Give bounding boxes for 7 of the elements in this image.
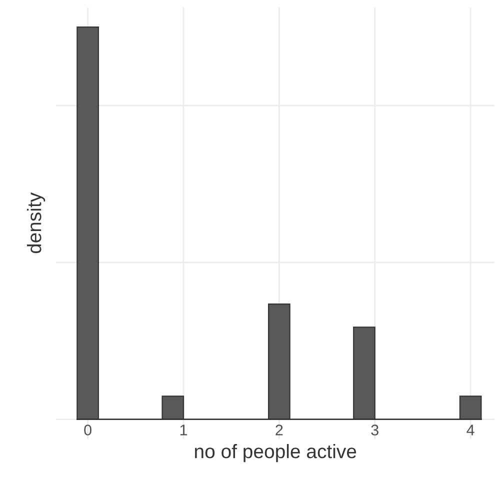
x-tick-label: 0 — [84, 424, 92, 436]
x-tick-label: 3 — [371, 424, 378, 436]
y-axis-title: density — [26, 192, 46, 254]
x-tick-label: 1 — [180, 424, 187, 436]
x-axis-title: no of people active — [195, 444, 356, 462]
x-tick-label: 2 — [276, 424, 283, 436]
x-tick-label: 4 — [466, 424, 474, 436]
